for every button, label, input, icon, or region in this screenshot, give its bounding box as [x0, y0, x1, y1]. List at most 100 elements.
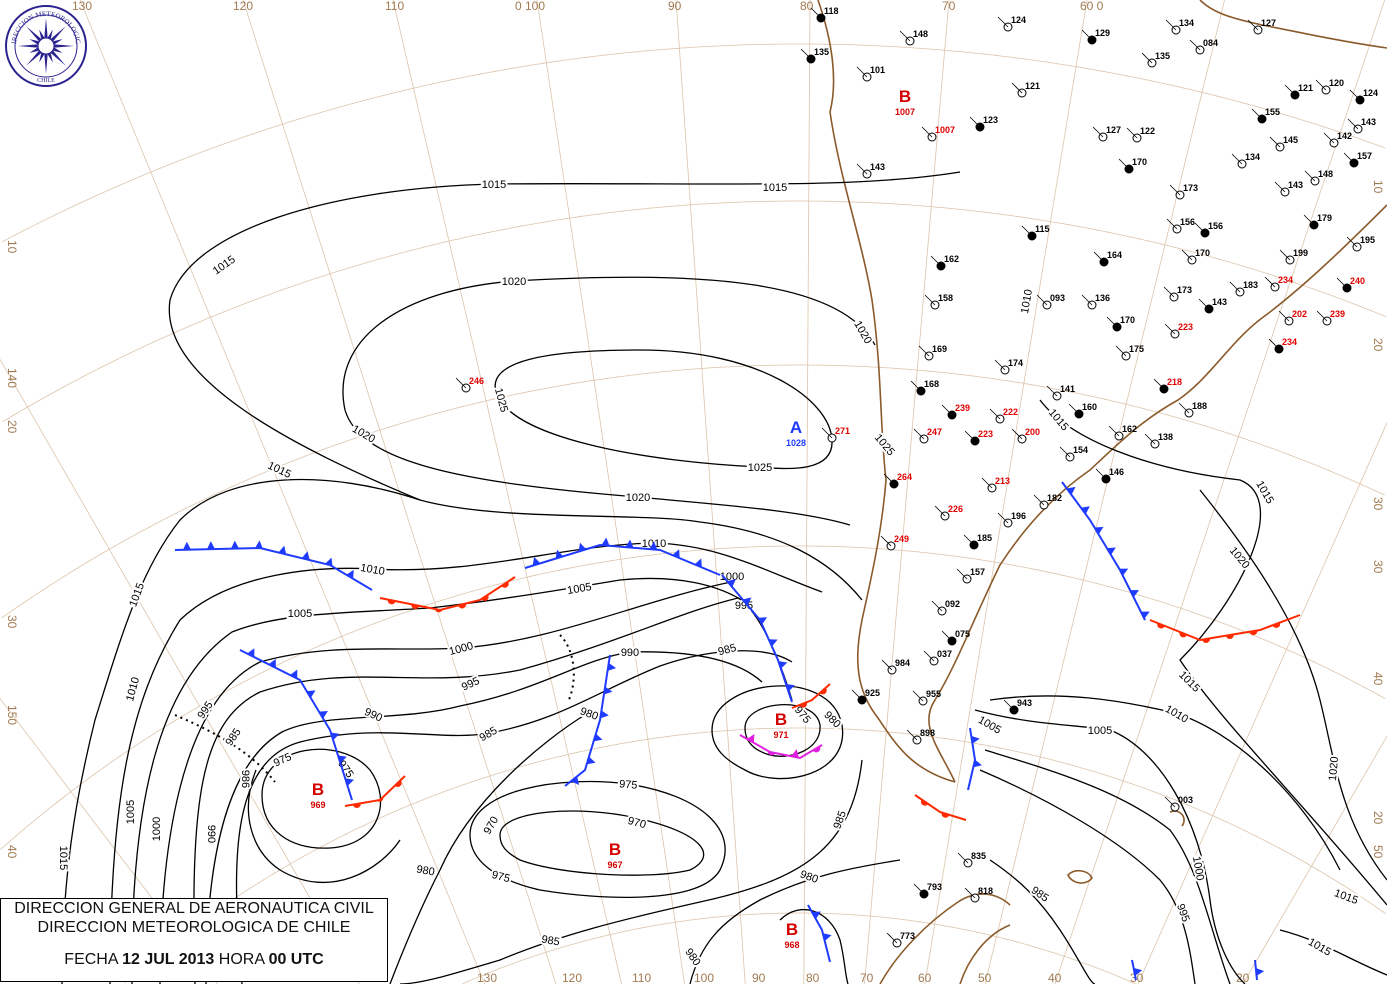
station-pressure: 157	[1357, 151, 1372, 161]
station-pressure: 173	[1177, 285, 1192, 295]
center-symbol: B	[899, 87, 911, 106]
isobar-label: 1010	[359, 562, 385, 578]
station-pressure: 134	[1245, 152, 1260, 162]
front-triangle	[306, 690, 316, 698]
isobar-label: 985	[831, 809, 849, 830]
isobar-980-c	[247, 769, 401, 884]
station-plot: 075	[941, 629, 970, 646]
station-plot: 157	[1343, 151, 1372, 168]
station-plot: 084	[1189, 38, 1218, 55]
wind-barb-icon	[899, 30, 911, 42]
wind-barb-icon	[883, 473, 895, 485]
grid-label-right: 20	[1371, 811, 1385, 825]
station-plot: 146	[1095, 467, 1124, 484]
isobar-1005	[131, 577, 746, 984]
center-pressure: 1007	[895, 107, 915, 117]
wind-barb-icon	[913, 883, 925, 895]
station-pressure: 143	[1212, 297, 1227, 307]
station-pressure: 155	[1265, 107, 1280, 117]
coastline	[817, 0, 1387, 984]
front-semicircle	[941, 812, 950, 818]
wind-barb-icon	[851, 689, 863, 701]
wind-barb-icon	[963, 534, 975, 546]
isobar-995-east	[979, 769, 1196, 984]
wind-barb-icon	[941, 404, 953, 416]
chart-time: 00 UTC	[268, 951, 324, 968]
station-plots: 118 148 124 129 134 127 135 101 121 123 122 127 170 1…	[455, 6, 1378, 948]
station-plot: 898	[906, 728, 935, 745]
front-triangle	[973, 759, 982, 768]
isobar-1025	[494, 349, 833, 470]
station-pressure: 222	[1003, 407, 1018, 417]
station-pressure: 173	[1183, 183, 1198, 193]
antarctic-peninsula	[879, 893, 1011, 984]
isobar-label: 1015	[1332, 887, 1359, 907]
station-plot: 174	[994, 358, 1023, 375]
front-semicircle	[799, 702, 808, 708]
station-pressure: 170	[1120, 315, 1135, 325]
front-triangle	[694, 558, 702, 568]
station-pressure: 162	[1122, 424, 1137, 434]
station-plot: 160	[1068, 402, 1097, 419]
wind-barb-icon	[455, 377, 467, 389]
isobar-label: 1015	[1306, 936, 1333, 959]
isobar-label: 1020	[626, 492, 650, 504]
grid-label-left: 20	[5, 420, 19, 434]
station-plot: 168	[910, 379, 939, 396]
isobar-985-c	[989, 859, 1096, 984]
wind-barb-icon	[1164, 323, 1176, 335]
station-pressure: 247	[927, 427, 942, 437]
station-plot: 123	[969, 115, 998, 132]
station-plot: 164	[1093, 250, 1122, 267]
station-pressure: 146	[1109, 467, 1124, 477]
station-plot: 175	[1115, 344, 1144, 361]
station-plot: 121	[1284, 83, 1313, 100]
station-plot: 247	[913, 427, 942, 444]
wind-barb-icon	[913, 428, 925, 440]
wind-barb-icon	[997, 512, 1009, 524]
wind-barb-icon	[957, 852, 969, 864]
agency-name: DIRECCION GENERAL DE AERONAUTICA CIVIL	[14, 900, 374, 917]
wind-barb-icon	[1081, 294, 1093, 306]
front-triangle	[768, 639, 778, 647]
isobar-label: 985	[223, 726, 243, 748]
station-pressure: 138	[1158, 432, 1173, 442]
front-triangle	[278, 545, 287, 555]
cold-front	[1131, 959, 1137, 981]
front-semicircle	[1225, 634, 1234, 640]
station-plot: 955	[912, 689, 941, 706]
front-triangle	[555, 549, 564, 559]
wind-barb-icon	[1247, 19, 1259, 31]
station-plot: 170	[1181, 248, 1210, 265]
wind-barb-icon	[881, 659, 893, 671]
trough-line	[174, 714, 276, 783]
front-triangle	[1094, 526, 1104, 535]
fronts	[174, 481, 1301, 981]
wind-barb-icon	[1126, 127, 1138, 139]
station-plot: 246	[455, 376, 484, 393]
station-plot: 234	[1264, 275, 1293, 292]
meridian	[392, 0, 622, 984]
station-plot: 199	[1279, 248, 1308, 265]
center-pressure: 967	[607, 860, 622, 870]
wind-barb-icon	[1033, 494, 1045, 506]
wind-barb-icon	[1269, 136, 1281, 148]
isobar-970-ring	[499, 810, 705, 876]
front-triangle	[182, 541, 191, 550]
station-pressure: 101	[870, 65, 885, 75]
front-triangle	[625, 539, 634, 548]
wind-barb-icon	[931, 600, 943, 612]
grid-label-left: 10	[5, 240, 19, 254]
station-plot: 135	[800, 47, 829, 64]
station-pressure: 092	[945, 599, 960, 609]
wind-barb-icon	[856, 66, 868, 78]
station-pressure: 134	[1179, 18, 1194, 28]
grid-label-top: 70	[942, 0, 956, 13]
station-pressure: 158	[938, 293, 953, 303]
front-triangle	[570, 776, 580, 786]
station-plot: 835	[957, 851, 986, 868]
meridian	[984, 0, 1225, 984]
wind-barb-icon	[981, 477, 993, 489]
station-plot: 143	[1347, 117, 1376, 134]
